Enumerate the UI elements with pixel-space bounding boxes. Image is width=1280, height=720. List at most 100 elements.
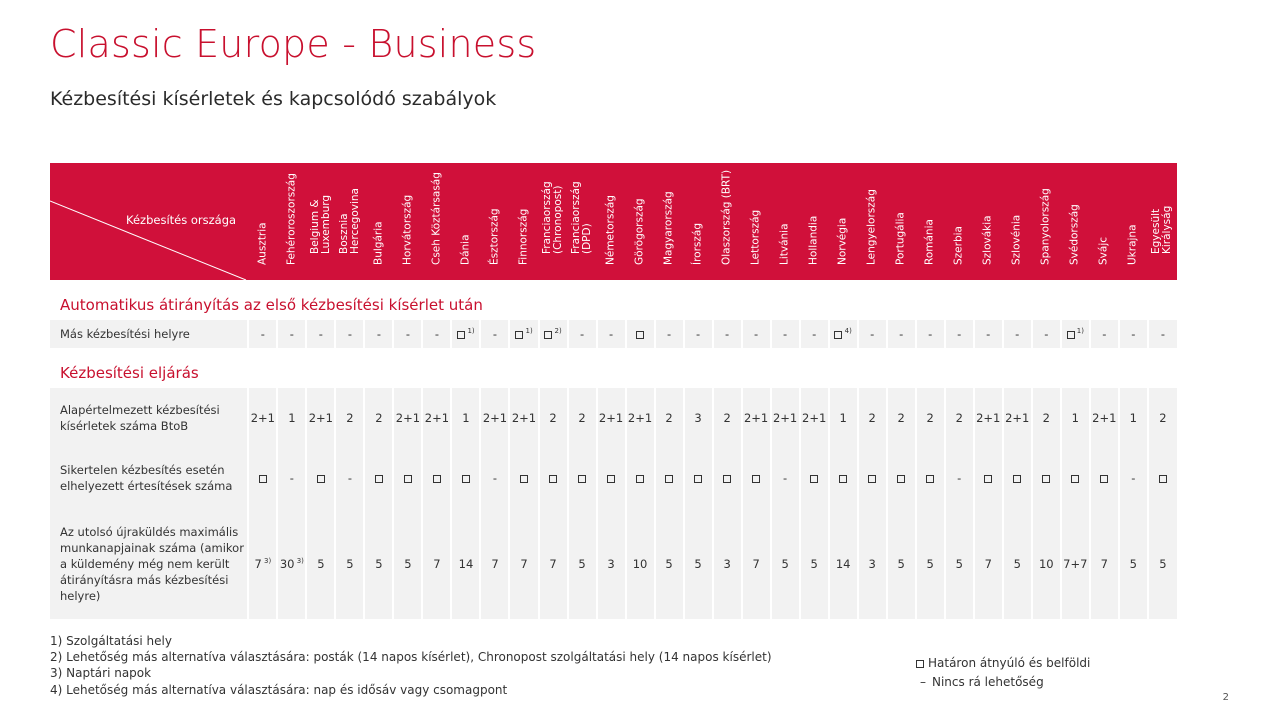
table-cell: 3 xyxy=(682,388,713,447)
table-cell: 2 xyxy=(537,388,568,447)
cell-value: 14 xyxy=(835,557,851,571)
table-cell: - xyxy=(479,320,510,348)
table-cell: 30 3) xyxy=(276,509,307,619)
table-cell xyxy=(363,447,394,509)
table-cell: - xyxy=(421,320,452,348)
country-header: Németország xyxy=(596,163,626,280)
table-cell: 7 xyxy=(421,509,452,619)
footnote-2: 2) Lehetőség más alternatíva választásár… xyxy=(50,650,772,665)
cell-value: - xyxy=(289,471,294,485)
cell-value: 5 xyxy=(694,557,702,571)
table-cell: 5 xyxy=(682,509,713,619)
row-label: Sikertelen kézbesítés esetén elhelyezett… xyxy=(50,447,249,509)
table-cell: 5 xyxy=(1001,509,1032,619)
table-cell: 5 xyxy=(943,509,974,619)
legend: Határon átnyúló és belföldi – Nincs rá le… xyxy=(916,654,1090,692)
table-cell: 14 xyxy=(827,509,858,619)
checkbox-square-icon xyxy=(549,474,557,483)
footnote-marker: 4) xyxy=(842,327,852,336)
checkbox-square-icon xyxy=(1158,474,1167,483)
table-cell: 2 xyxy=(1146,388,1177,447)
table-cell: - xyxy=(885,320,916,348)
checkbox-square-icon xyxy=(607,474,616,483)
cell-value: - xyxy=(434,327,440,341)
footnote-marker: 3) xyxy=(294,557,304,566)
table-cell: 5 xyxy=(363,509,394,619)
country-name: Szlovénia xyxy=(1010,214,1023,265)
table-cell: 3 xyxy=(595,509,626,619)
checkbox-square-icon xyxy=(868,474,877,483)
section-row-redirect: Automatikus átirányítás az első kézbesít… xyxy=(50,280,1177,320)
checkbox-square-icon xyxy=(636,474,645,483)
cell-value: 5 xyxy=(955,557,963,571)
footnotes: 1) Szolgáltatási hely 2) Lehetőség más a… xyxy=(50,633,772,698)
country-header: Portugália xyxy=(886,163,916,280)
cell-value: - xyxy=(725,327,730,341)
cell-value: 1 xyxy=(462,410,470,425)
cell-value: - xyxy=(783,327,788,341)
country-header: Ukrajna xyxy=(1118,163,1148,280)
table-cell: 1 xyxy=(827,388,858,447)
cell-value: 2+1 xyxy=(802,410,827,425)
checkbox-square-icon xyxy=(578,474,587,483)
country-header: Fehéroroszország xyxy=(277,163,307,280)
checkbox-square-icon xyxy=(834,330,843,339)
table-cell xyxy=(1030,447,1061,509)
footnote-marker: 1) xyxy=(523,327,533,336)
table-cell: - xyxy=(711,320,742,348)
cell-value: - xyxy=(492,471,498,485)
cell-value: 2 xyxy=(346,410,354,425)
cell-value: 5 xyxy=(404,557,412,571)
checkbox-square-icon xyxy=(403,474,412,483)
delivery-rules-table: Kézbesítés országa Ausztria Fehéroroszors… xyxy=(50,163,1177,619)
table-cell: 2) xyxy=(537,320,568,348)
cell-value: 3 xyxy=(607,557,615,571)
table-cell: - xyxy=(392,320,423,348)
cell-value: 2 xyxy=(723,410,731,425)
country-header: Bosznia Hercegovina xyxy=(335,163,365,280)
checkbox-square-icon xyxy=(544,330,553,339)
table-cell: - xyxy=(595,320,626,348)
table-cell: - xyxy=(247,320,278,348)
table-cell: 2 xyxy=(566,388,597,447)
table-cell xyxy=(450,447,481,509)
country-header: Lengyelország xyxy=(857,163,887,280)
country-header: Cseh Köztársaság xyxy=(422,163,452,280)
table-cell: 1) xyxy=(450,320,481,348)
cell-value: 2 xyxy=(926,410,934,425)
table-cell: - xyxy=(1146,320,1177,348)
country-header: Olaszország (BRT) xyxy=(712,163,742,280)
cell-value: 1 xyxy=(839,410,847,425)
table-cell: 2+1 xyxy=(769,388,800,447)
cell-value: 2+1 xyxy=(482,410,508,425)
table-cell: 2 xyxy=(885,388,916,447)
country-header: Franciaország (Chronopost) xyxy=(538,163,568,280)
table-cell xyxy=(508,447,539,509)
table-cell: - xyxy=(566,320,597,348)
table-cell: - xyxy=(943,320,974,348)
country-name: Belgium & Luxemburg xyxy=(308,194,332,254)
header-corner-cell: Kézbesítés országa xyxy=(50,163,249,280)
table-cell: - xyxy=(972,320,1003,348)
country-header: Belgium & Luxemburg xyxy=(306,163,336,280)
country-header: Magyarország xyxy=(654,163,684,280)
table-cell: 1) xyxy=(1059,320,1090,348)
cell-value: - xyxy=(1015,327,1020,341)
table-cell: 2+1 xyxy=(421,388,452,447)
country-name: Lettország xyxy=(749,209,762,265)
table-cell xyxy=(624,320,655,348)
checkbox-square-icon xyxy=(810,474,819,483)
table-cell xyxy=(305,447,336,509)
table-cell: 2+1 xyxy=(1088,388,1119,447)
cell-value: 3 xyxy=(694,410,702,425)
table-cell: 10 xyxy=(624,509,655,619)
table-cell: 5 xyxy=(566,509,597,619)
cell-value: - xyxy=(899,327,904,341)
cell-value: 3 xyxy=(723,557,731,571)
cell-value: - xyxy=(347,471,352,485)
section-title-redirect: Automatikus átirányítás az első kézbesít… xyxy=(50,280,1177,320)
cell-value: 2+1 xyxy=(250,410,275,425)
table-cell xyxy=(682,447,713,509)
cell-value: 5 xyxy=(1013,557,1021,571)
cell-value: 5 xyxy=(1159,557,1167,571)
